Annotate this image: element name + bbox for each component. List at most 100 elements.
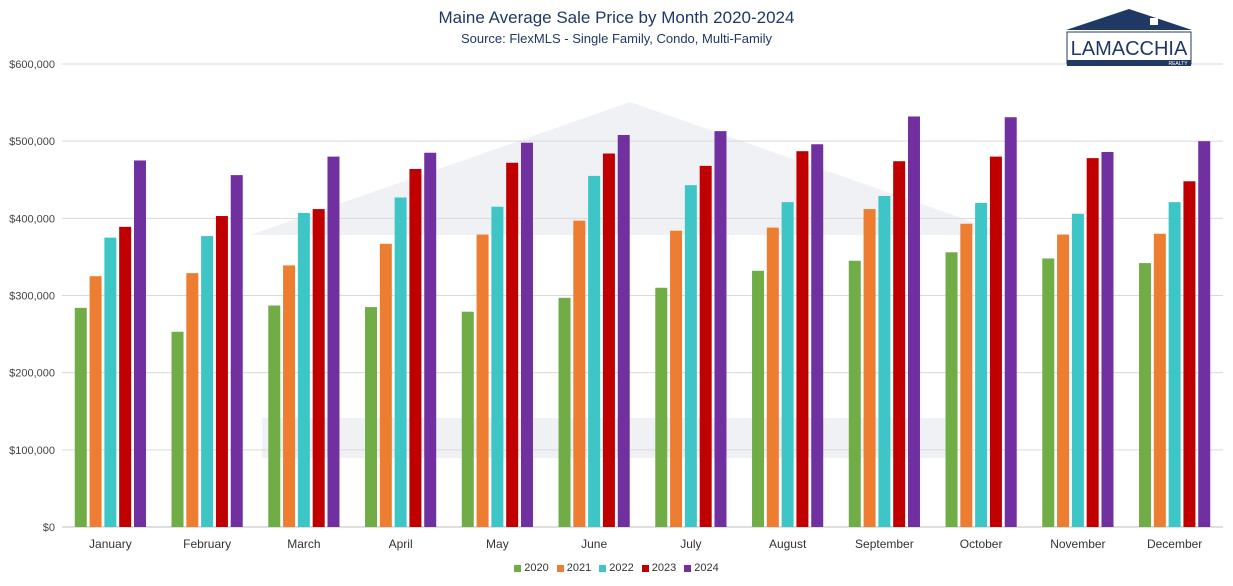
legend-label: 2021 [566,562,592,575]
y-axis-ticks: $0 $100,000 $200,000 $300,000 $400,000 $500,0… [9,59,55,534]
bar-2023-december [1183,181,1196,527]
chart-title: Maine Average Sale Price by Month 2020-2… [438,8,795,27]
bar-2020-july [655,287,668,527]
bar-2021-september [863,209,876,527]
bar-2020-august [752,270,765,527]
legend-swatch [514,564,522,572]
bar-2021-february [186,273,199,527]
bar-2024-may [520,142,533,527]
bar-2020-february [171,331,184,527]
legend-label: 2022 [609,562,634,575]
bar-2023-april [409,168,422,528]
bar-2024-august [811,144,824,527]
x-tick-label: October [960,537,1003,551]
lamacchia-logo: LAMACCHIA REALTY [1066,9,1192,67]
bar-2024-september [907,116,920,528]
x-tick-label: January [89,537,132,551]
x-tick-label: April [389,537,413,551]
bar-2020-september [848,260,861,527]
x-tick-label: July [680,537,701,551]
x-tick-label: May [486,537,509,551]
bar-2022-february [201,236,214,527]
bar-2020-november [1042,258,1055,527]
bar-2020-may [461,311,474,527]
x-tick-label: December [1147,537,1202,551]
legend-item: 2021 [556,562,592,575]
bar-2022-june [588,175,601,527]
bar-2020-june [558,297,571,527]
bar-2020-april [365,307,378,527]
bar-2021-december [1153,233,1166,527]
x-tick-label: March [287,537,320,551]
bar-2021-january [89,276,102,527]
bar-2021-april [379,243,392,527]
bar-2022-may [491,206,504,527]
bar-2023-july [699,165,712,528]
legend-item: 2020 [514,562,549,575]
legend-label: 2020 [524,562,549,575]
bar-2022-december [1168,202,1181,527]
y-tick-label: $600,000 [9,59,55,71]
bar-2021-november [1057,234,1070,527]
bar-2022-september [878,195,891,527]
bar-2024-july [714,131,727,527]
legend-swatch [641,564,649,572]
bar-2022-march [297,212,310,527]
y-tick-label: $400,000 [9,213,55,225]
bar-2020-october [945,252,958,527]
bar-2021-august [766,227,779,528]
bar-2024-october [1004,117,1017,528]
x-tick-label: September [855,537,914,551]
bar-2021-june [573,220,586,528]
bar-2023-november [1086,158,1099,528]
x-tick-label: June [581,537,607,551]
bar-2022-july [684,185,697,527]
bar-2024-march [327,156,340,527]
bar-2021-october [960,223,973,528]
y-tick-label: $100,000 [9,445,55,457]
bar-2024-december [1198,141,1211,527]
bar-2023-february [215,216,228,528]
x-tick-label: November [1050,537,1105,551]
bar-2023-may [506,162,519,528]
legend-swatch [556,564,564,572]
legend: 2020 2021 2022 2023 2024 [0,562,1233,574]
legend-label: 2024 [694,562,719,575]
bars [74,116,1211,528]
bar-2023-january [119,226,132,528]
bar-2020-january [74,307,87,527]
legend-item: 2024 [684,562,719,575]
x-axis-ticks: January February March April May June July Augu… [89,537,1202,551]
y-tick-label: $200,000 [9,368,55,380]
chart-subtitle: Source: FlexMLS - Single Family, Condo, … [460,31,773,46]
legend-swatch [599,564,607,572]
bar-2022-april [394,197,407,527]
legend-label: 2023 [651,562,677,575]
logo-text: LAMACCHIA [1071,38,1188,60]
legend-swatch [684,564,692,572]
y-tick-label: $500,000 [9,136,55,148]
bar-2023-march [312,209,325,527]
bar-2024-november [1101,151,1114,527]
bar-2022-january [104,237,117,527]
bar-2024-june [617,134,630,527]
bar-2024-april [424,152,437,527]
bar-2023-october [989,156,1002,527]
bar-2021-march [283,265,296,527]
legend-item: 2022 [599,562,634,575]
bar-2022-november [1071,213,1084,527]
bar-2021-may [476,234,489,527]
bar-2020-december [1139,263,1152,527]
legend-item: 2023 [641,562,677,575]
bar-2023-september [893,161,906,528]
bar-2024-january [133,160,146,528]
bar-2023-june [602,153,615,527]
y-tick-label: $0 [43,522,55,534]
x-tick-label: August [769,537,807,551]
gridlines [62,63,1223,528]
logo-subtext: REALTY [1168,61,1188,67]
x-tick-label: February [183,537,231,551]
bar-2024-february [230,175,243,527]
bar-2022-october [975,202,988,527]
